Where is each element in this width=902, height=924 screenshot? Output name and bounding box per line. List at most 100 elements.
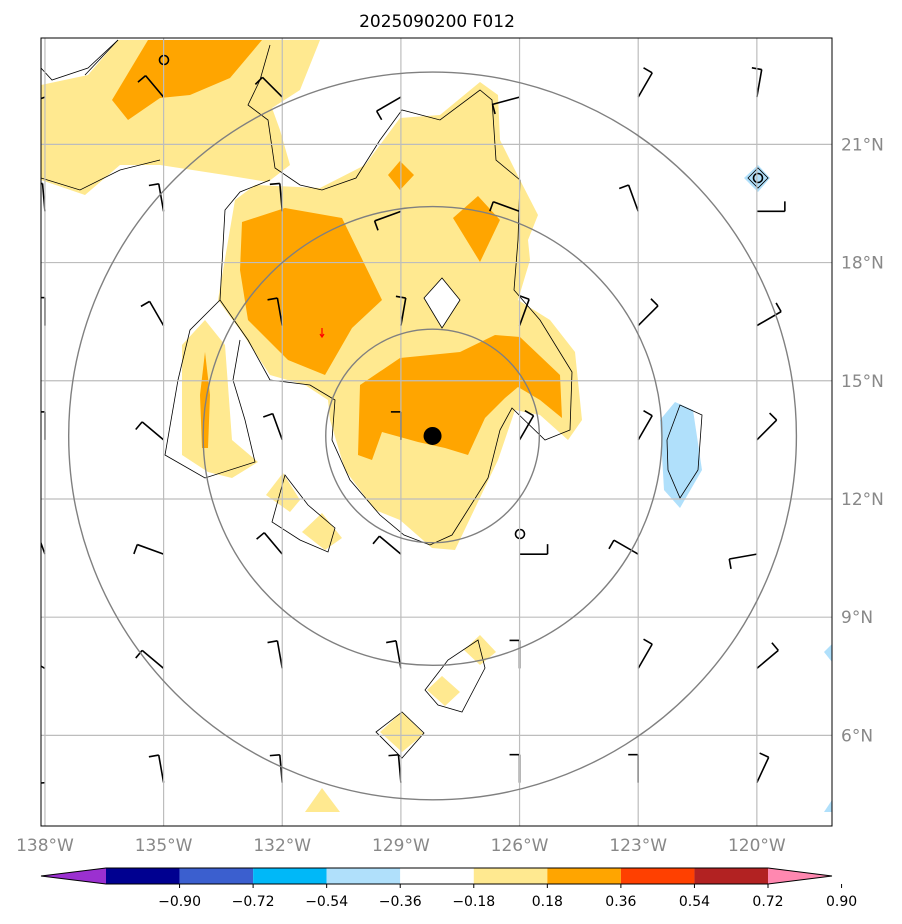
wind-barb [41,540,46,555]
contour-line [747,167,769,189]
range-ring [202,205,663,667]
yellow-regions [41,40,582,812]
x-tick-label: 138°W [16,836,74,856]
colorbar-label: −0.36 [379,894,422,910]
contour-line [219,44,573,546]
blue-region-corner [824,800,832,812]
colorbar: −0.90 −0.72 −0.54 −0.36 −0.18 0.18 0.36 0.54 0.7… [40,867,857,910]
wind-barbs [41,67,786,784]
wind-barb [637,409,653,441]
grid-lines [41,38,832,826]
wind-barb [756,642,779,670]
yellow-region-small-2 [302,513,342,550]
wind-barb [135,421,165,441]
colorbar-segment [179,868,254,884]
colorbar-segment [253,868,327,884]
range-rings [67,71,798,801]
orange-regions [112,40,562,460]
colorbar-segment [400,868,474,884]
colorbar-segment [547,868,621,884]
chart-title: 2025090200 F012 [359,12,515,32]
red-arrow [319,328,325,339]
wind-barb [372,535,402,555]
wind-barb [489,201,520,213]
wind-barb [637,298,659,327]
wind-barb [637,638,653,669]
contour-line [84,39,119,76]
yellow-region-west [182,320,258,478]
wind-barb [756,752,770,783]
colorbar-segment [694,868,768,884]
orange-region-ne [453,196,500,262]
y-axis: 6°N 9°N 12°N 15°N 18°N 21°N [841,135,884,746]
colorbar-label: −0.18 [452,894,495,910]
colorbar-label: 0.36 [605,894,636,910]
colorbar-label: 0.54 [679,894,710,910]
wind-barb [518,409,535,441]
y-tick-label: 18°N [841,254,884,274]
colorbar-segment [473,868,548,884]
yellow-region-south-2 [427,676,460,706]
contour-line [271,474,336,553]
wind-barb [756,302,782,327]
wind-barb [491,96,520,115]
wind-barb [256,532,283,555]
wind-barb [148,182,165,212]
wind-barb [148,754,165,783]
range-ring [67,71,798,801]
contour-line [164,299,256,479]
wind-barb [386,640,402,669]
blue-region-edge [824,644,832,662]
wind-barb [267,297,284,326]
wind-barb [608,539,639,555]
y-tick-label: 12°N [841,490,884,510]
colorbar-label: −0.90 [158,894,201,910]
wind-barb [756,201,786,213]
orange-region-west [240,208,382,375]
contour-line [375,711,425,759]
x-tick-label: 135°W [135,836,193,856]
storm-center-dot [423,426,442,445]
yellow-region-bottom [305,788,340,812]
colorbar-label: 0.18 [532,894,563,910]
yellow-region-main [218,82,582,550]
y-tick-label: 6°N [841,726,873,746]
x-tick-label: 129°W [372,836,430,856]
y-tick-label: 9°N [841,608,873,628]
colorbar-segment [326,868,401,884]
map-plot-area [41,38,832,826]
colorbar-label: −0.54 [305,894,348,910]
wind-barb [140,300,165,327]
contour-line [666,404,703,499]
wind-barb [728,553,757,569]
contour-lines [41,39,769,759]
colorbar-label: 0.72 [752,894,783,910]
y-tick-label: 15°N [841,372,884,392]
x-axis: 138°W 135°W 132°W 129°W 126°W 123°W 120°W [16,836,786,856]
wind-barb [263,412,284,441]
range-ring [325,328,541,544]
contour-line [41,159,161,191]
x-tick-label: 126°W [491,836,549,856]
white-hole [423,277,461,329]
yellow-region-small-1 [266,473,300,512]
orange-region-strip [200,352,210,448]
contour-line [424,639,486,713]
colorbar-segment [620,868,695,884]
yellow-region-south [464,635,496,665]
wind-barb [756,412,778,441]
x-tick-label: 132°W [253,836,311,856]
colorbar-extend-low [41,868,106,884]
blue-region-east [660,402,702,508]
wind-barb [267,640,284,669]
colorbar-segment [106,868,180,884]
orange-region-center [358,335,562,460]
orange-region-north [112,40,262,120]
wind-barb [637,67,653,98]
plot-frame [40,37,833,827]
wind-barb [618,184,639,212]
yellow-region-nw [41,40,320,195]
wind-barb [375,96,402,121]
x-tick-label: 123°W [609,836,667,856]
